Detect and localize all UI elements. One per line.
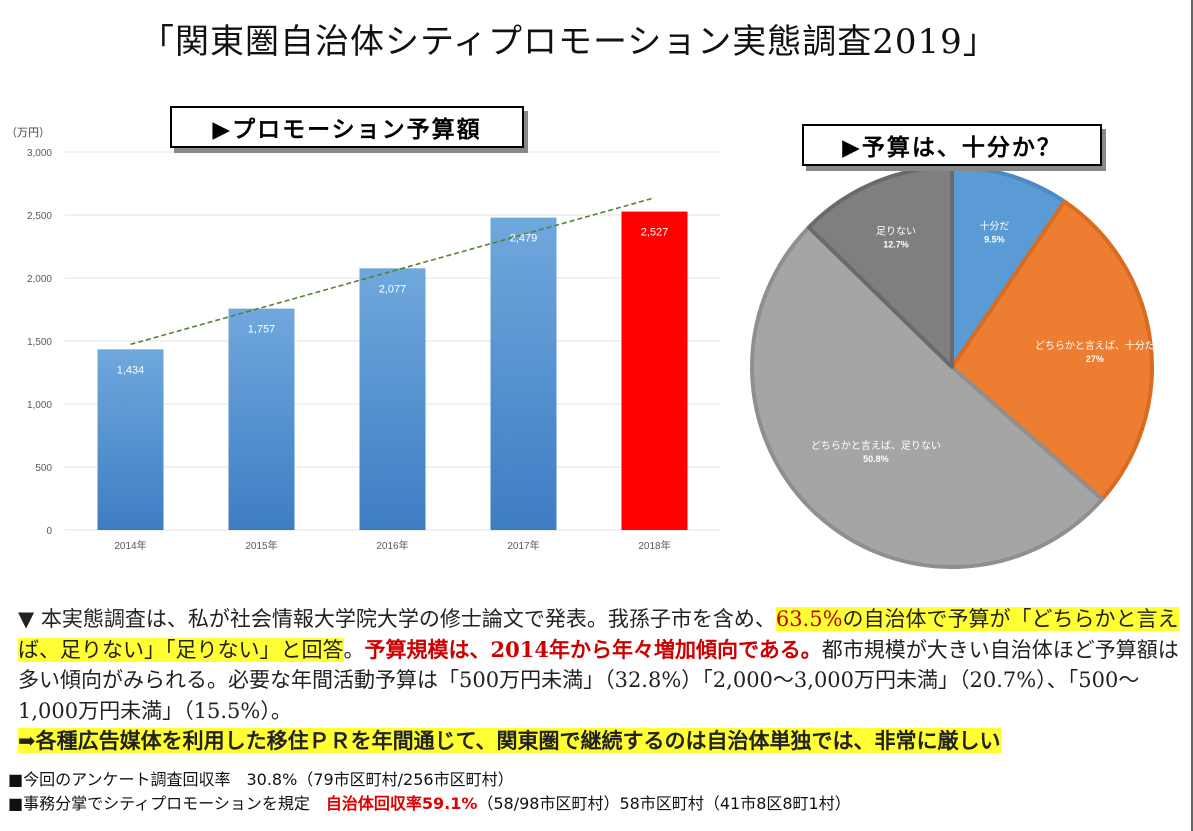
bar	[621, 211, 688, 530]
pie-slice	[806, 165, 954, 369]
note-line2-a: ■事務分掌でシティプロモーションを規定	[8, 794, 326, 813]
summary-percentage: 63.5%	[775, 607, 843, 631]
x-tick-label: 2016年	[376, 539, 408, 552]
pie-slice-value: 50.8%	[863, 454, 889, 464]
y-tick-label: 500	[35, 463, 52, 474]
pie-slice-label: 足りない	[876, 225, 916, 237]
bar-value-label: 1,757	[248, 324, 276, 336]
bar	[228, 308, 295, 530]
summary-trend: 予算規模は、2014年から年々増加傾向である。	[364, 636, 822, 662]
survey-notes: ■今回のアンケート調査回収率 30.8%（79市区町村/256市区町村） ■事務…	[8, 768, 851, 816]
bar	[359, 268, 426, 530]
x-tick-label: 2018年	[638, 539, 670, 552]
page-title: 「関東圏自治体シティプロモーション実態調査2019」	[140, 22, 998, 62]
summary-period: 。	[343, 637, 365, 662]
x-tick-label: 2015年	[245, 539, 277, 552]
bar-value-label: 2,077	[379, 283, 407, 295]
x-tick-label: 2014年	[114, 539, 146, 552]
x-tick-label: 2017年	[507, 539, 539, 552]
pie-slice	[950, 165, 1067, 369]
pie-slice-value: 12.7%	[883, 239, 909, 249]
note-response-rate: ■今回のアンケート調査回収率 30.8%（79市区町村/256市区町村）	[8, 770, 514, 789]
trend-line	[130, 197, 655, 346]
pie-slice-label: どちらかと言えば、足りない	[811, 439, 941, 452]
bar-chart-title: ▶プロモーション予算額	[170, 106, 524, 148]
summary-intro: ▼ 本実態調査は、私が社会情報大学院大学の修士論文で発表。我孫子市を含め、	[18, 607, 776, 631]
bar-chart: 0 500 1,000 1,500 2,000 2,500 3,000 1,434 2014年…	[27, 148, 720, 552]
summary-detail: 都市規模が大きい自治体ほど予算額は多い傾向がみられる。必要な年間活動予算は「50…	[18, 637, 1179, 723]
pie-slice	[750, 225, 1105, 569]
bar-value-label: 2,527	[641, 227, 669, 239]
pie-slice	[950, 199, 1154, 502]
bar	[97, 349, 164, 530]
note-city-promotion: ■事務分掌でシティプロモーションを規定 自治体回収率59.1%（58/98市区町…	[8, 792, 851, 816]
bar-value-label: 1,434	[117, 364, 145, 376]
y-tick-label: 1,500	[27, 337, 52, 348]
y-tick-label: 2,000	[27, 274, 52, 285]
bar	[490, 217, 557, 530]
bar-value-label: 2,479	[510, 233, 538, 245]
pie-chart-title: ▶予算は、十分か？	[802, 124, 1102, 166]
y-tick-label: 0	[46, 526, 52, 537]
note-line2-c: （58/98市区町村）58市区町村（41市8区8町1村）	[477, 794, 851, 813]
summary-text: ▼ 本実態調査は、私が社会情報大学院大学の修士論文で発表。我孫子市を含め、63.…	[18, 604, 1183, 757]
pie-slice-value: 9.5%	[984, 234, 1005, 244]
pie-slice-value: 27%	[1086, 354, 1104, 364]
y-tick-label: 3,000	[27, 148, 52, 159]
y-tick-label: 1,000	[27, 400, 52, 411]
y-tick-label: 2,500	[27, 211, 52, 222]
pie-slice-label: 十分だ	[979, 219, 1009, 232]
summary-conclusion: ➡各種広告媒体を利用した移住ＰＲを年間通じて、関東圏で継続するのは自治体単独では…	[18, 728, 1001, 753]
bar-chart-ylabel: （万円）	[6, 126, 50, 139]
note-line2-b: 自治体回収率59.1%	[325, 794, 478, 813]
pie-slice-label: どちらかと言えば、十分だ	[1035, 339, 1155, 352]
pie-chart: 十分だ 9.5% どちらかと言えば、十分だ 27% どちらかと言えば、足りない 50.8%…	[750, 165, 1155, 569]
